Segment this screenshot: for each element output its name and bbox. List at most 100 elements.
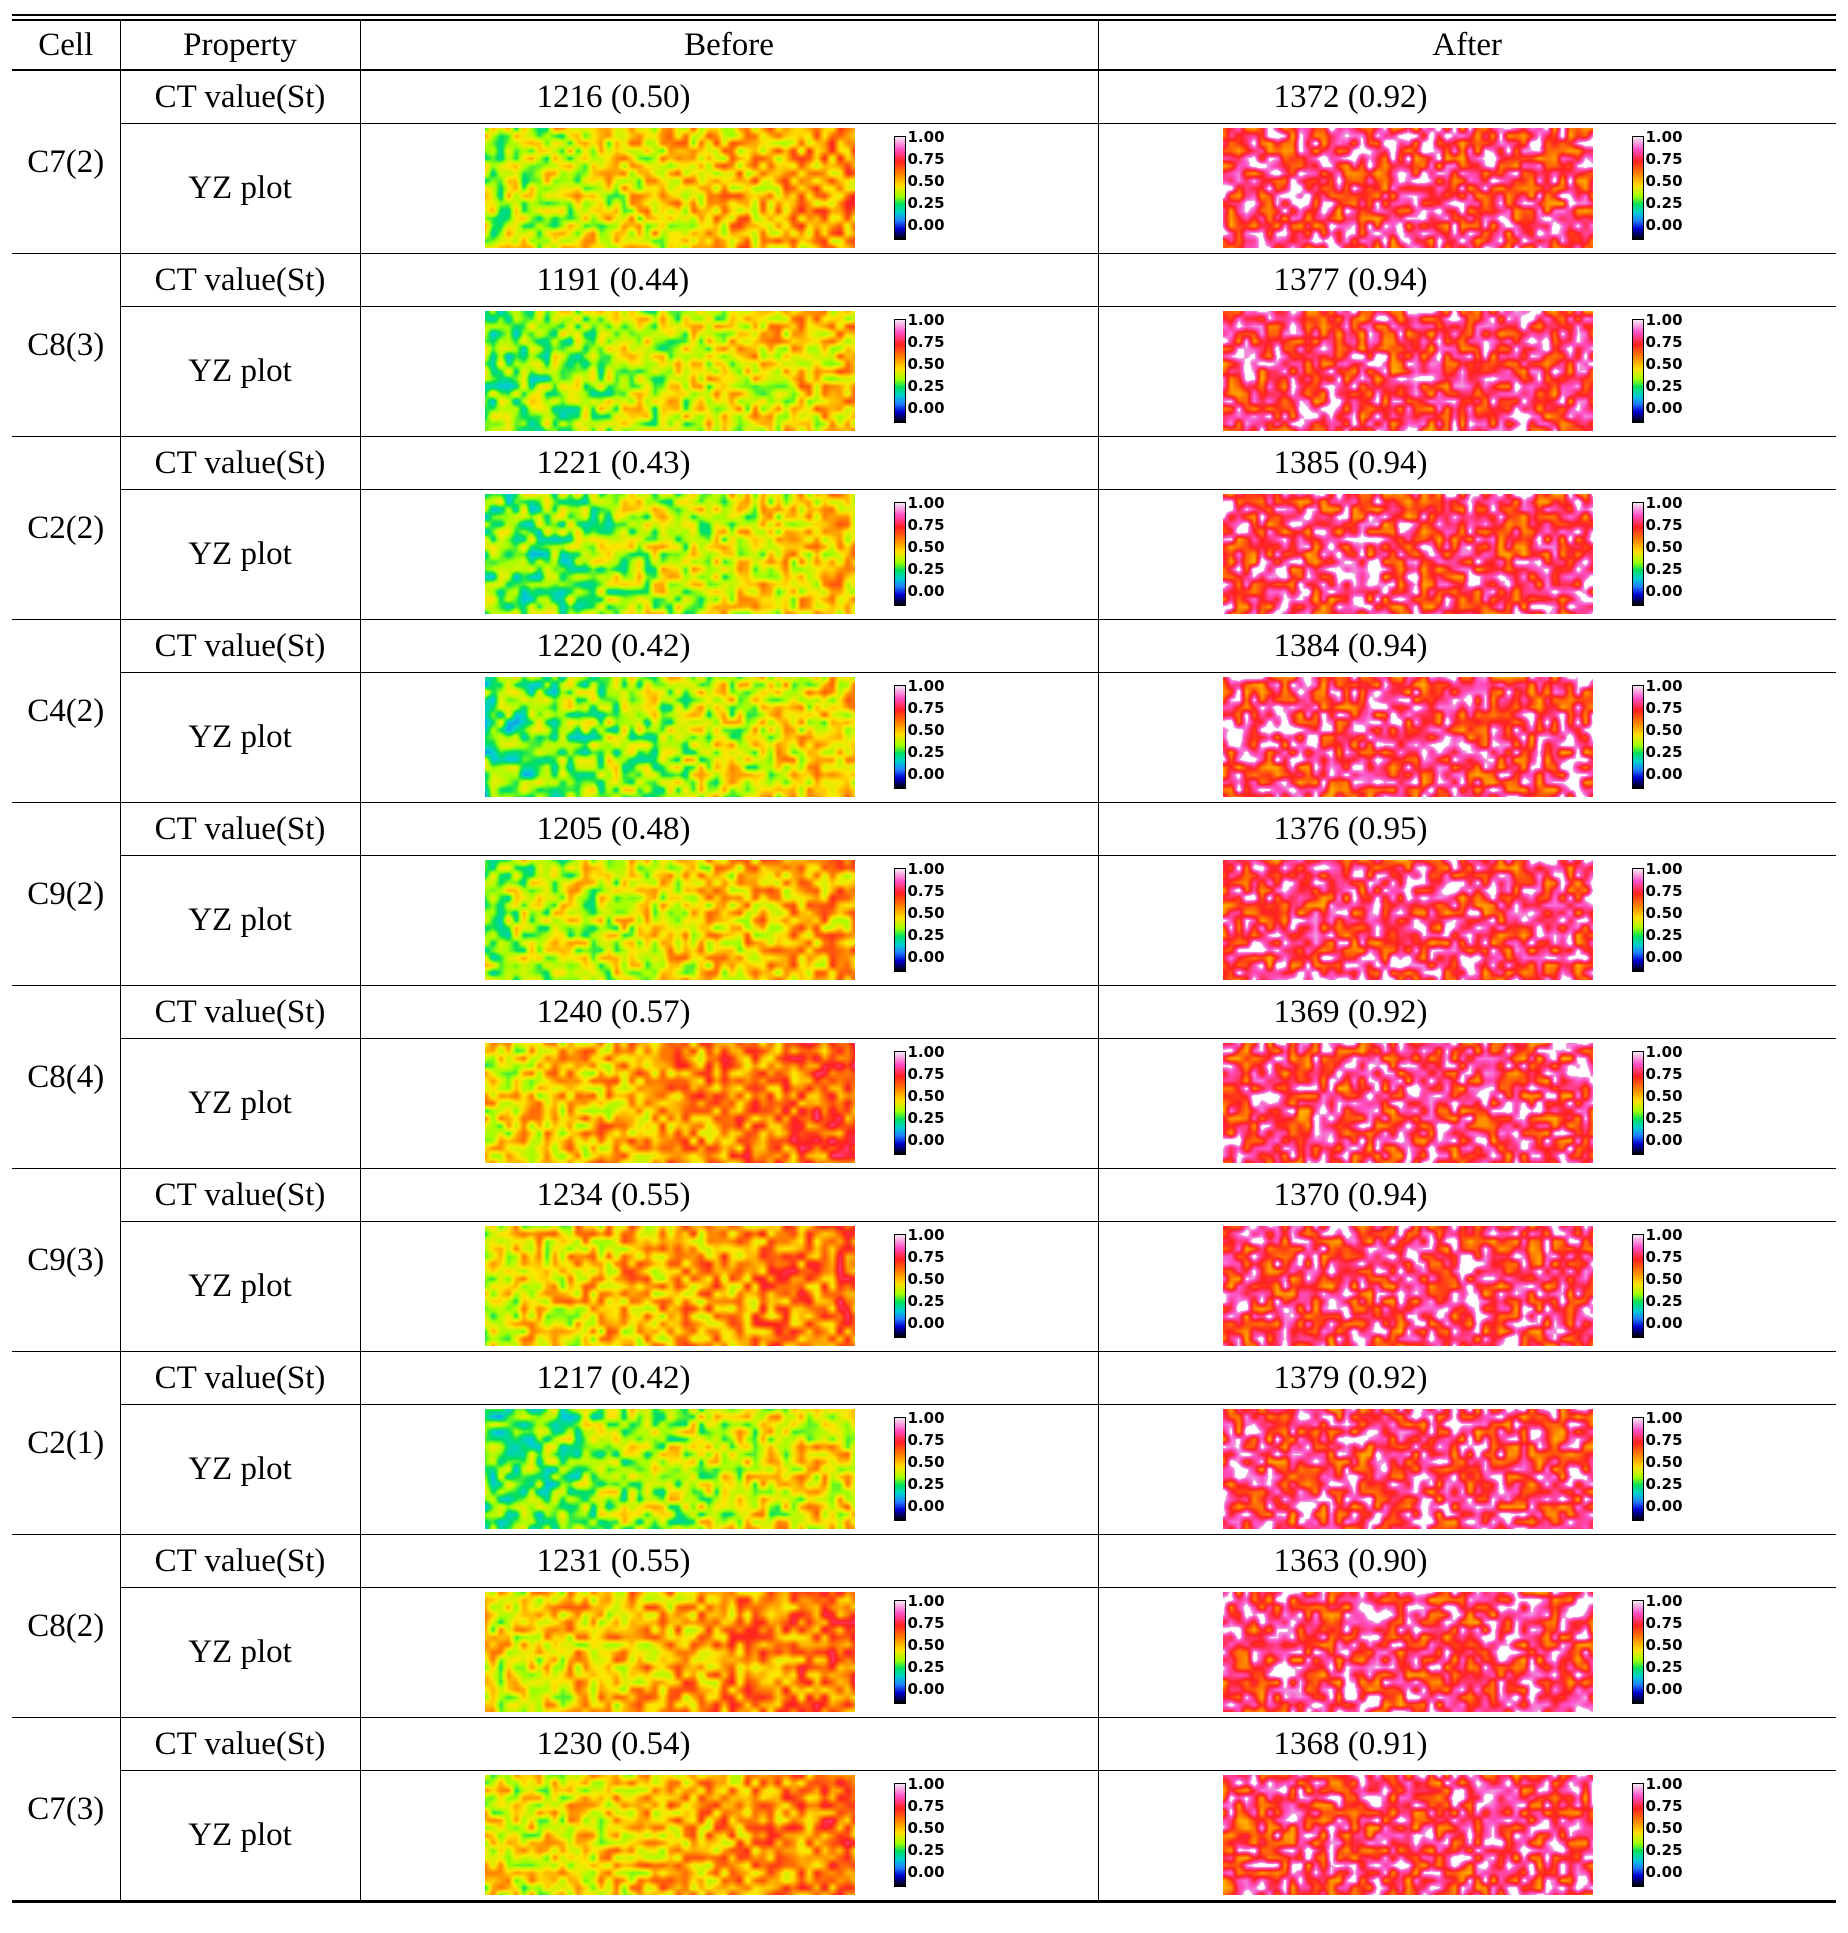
colorbar-tick-label: 0.75 — [907, 1614, 945, 1632]
colorbar-gradient — [1631, 1417, 1644, 1521]
before-yz-plot — [484, 1226, 855, 1346]
colorbar-tick-label: 0.25 — [1645, 377, 1683, 395]
colorbar-tick-label: 0.25 — [907, 1841, 945, 1859]
table-row: YZ plot 1.00 0.75 0.50 0.25 0.00 1.00 0.75 0.50 0… — [12, 672, 1836, 803]
before-ct-text: 1230 (0.54) — [536, 1725, 691, 1762]
before-yz-plot — [484, 311, 855, 431]
ct-results-table: Cell Property Before After C7(2) CT value… — [12, 19, 1836, 1901]
colorbar-gradient — [1631, 685, 1644, 789]
colorbar-tick-label: 1.00 — [1645, 311, 1683, 329]
property-ct-label: CT value(St) — [119, 1168, 361, 1222]
table-row: C8(3) CT value(St) 1191 (0.44) 1377 (0.94) — [12, 253, 1836, 437]
colorbar-tick-label: 0.00 — [907, 1314, 945, 1332]
colorbar-tick-label: 0.75 — [907, 882, 945, 900]
after-yz-plot — [1222, 494, 1593, 614]
colorbar-tick-label: 1.00 — [907, 1226, 945, 1244]
before-yz-plot — [484, 128, 855, 248]
before-colorbar: 1.00 0.75 0.50 0.25 0.00 — [893, 313, 974, 431]
colorbar-tick-label: 0.50 — [907, 1270, 945, 1288]
after-colorbar: 1.00 0.75 0.50 0.25 0.00 — [1631, 1411, 1712, 1529]
colorbar-tick-label: 0.25 — [1645, 560, 1683, 578]
after-yz-plot-cell: 1.00 0.75 0.50 0.25 0.00 — [1097, 1770, 1836, 1901]
cell-id: C2(1) — [12, 1351, 121, 1535]
before-ct-text: 1216 (0.50) — [536, 78, 691, 115]
colorbar-tick-label: 0.75 — [907, 516, 945, 534]
property-ct-label: CT value(St) — [119, 253, 361, 307]
colorbar-tick-label: 0.25 — [1645, 743, 1683, 761]
colorbar-tick-label: 0.00 — [1645, 1131, 1683, 1149]
before-yz-plot-cell: 1.00 0.75 0.50 0.25 0.00 — [359, 1038, 1099, 1169]
property-ct-label: CT value(St) — [119, 1534, 361, 1588]
colorbar-tick-label: 0.25 — [1645, 1658, 1683, 1676]
colorbar-gradient — [893, 685, 906, 789]
colorbar-tick-label: 0.25 — [907, 194, 945, 212]
table-row: YZ plot 1.00 0.75 0.50 0.25 0.00 1.00 0.75 0.50 0… — [12, 1404, 1836, 1535]
colorbar-tick-label: 0.00 — [1645, 1314, 1683, 1332]
after-yz-plot — [1222, 860, 1593, 980]
cell-id: C7(2) — [12, 69, 121, 254]
after-colorbar: 1.00 0.75 0.50 0.25 0.00 — [1631, 311, 1712, 431]
after-ct-text: 1385 (0.94) — [1273, 444, 1428, 481]
table-row: YZ plot 1.00 0.75 0.50 0.25 0.00 1.00 0.75 0.50 0… — [12, 1587, 1836, 1718]
cell-id: C2(2) — [12, 436, 121, 620]
before-yz-plot-cell: 1.00 0.75 0.50 0.25 0.00 — [359, 672, 1099, 803]
before-yz-plot-image — [484, 1043, 855, 1163]
after-yz-plot-image — [1222, 128, 1593, 248]
table-wrapper: Cell Property Before After C7(2) CT value… — [12, 14, 1836, 1903]
after-yz-plot-cell: 1.00 0.75 0.50 0.25 0.00 — [1097, 672, 1836, 803]
before-yz-plot-image — [484, 1592, 855, 1712]
after-colorbar: 1.00 0.75 0.50 0.25 0.00 — [1631, 1228, 1712, 1346]
after-yz-plot-image — [1222, 1409, 1593, 1529]
cell-id: C8(3) — [12, 253, 121, 437]
colorbar-gradient — [1631, 1783, 1644, 1887]
before-ct-value: 1216 (0.50) — [359, 69, 1099, 124]
before-ct-text: 1234 (0.55) — [536, 1176, 691, 1213]
after-yz-plot-cell: 1.00 0.75 0.50 0.25 0.00 — [1097, 1404, 1836, 1535]
property-yz-label: YZ plot — [120, 1221, 361, 1352]
property-yz-label: YZ plot — [120, 855, 361, 986]
table-row: C8(2) CT value(St) 1231 (0.55) 1363 (0.90) — [12, 1534, 1836, 1718]
colorbar-gradient — [893, 1600, 906, 1704]
table-row: C2(1) CT value(St) 1217 (0.42) 1379 (0.92) — [12, 1351, 1836, 1535]
before-ct-value: 1231 (0.55) — [359, 1534, 1099, 1588]
table-row: C9(2) CT value(St) 1205 (0.48) 1376 (0.95) — [12, 802, 1836, 986]
colorbar-gradient — [893, 868, 906, 972]
colorbar-tick-label: 0.25 — [1645, 1841, 1683, 1859]
after-ct-text: 1368 (0.91) — [1273, 1725, 1428, 1762]
colorbar-tick-label: 0.75 — [1645, 333, 1683, 351]
header-cell: Cell — [12, 19, 121, 71]
property-ct-label: CT value(St) — [119, 1717, 361, 1771]
colorbar-gradient — [1631, 1051, 1644, 1155]
after-yz-plot — [1222, 1043, 1593, 1163]
colorbar-tick-label: 1.00 — [907, 1409, 945, 1427]
colorbar-tick-label: 0.00 — [907, 948, 945, 966]
table-row: C9(3) CT value(St) 1234 (0.55) 1370 (0.94) — [12, 1168, 1836, 1352]
colorbar-tick-label: 1.00 — [907, 677, 945, 695]
after-yz-plot-image — [1222, 1043, 1593, 1163]
colorbar-tick-label: 0.25 — [907, 926, 945, 944]
colorbar-tick-label: 0.00 — [907, 1680, 945, 1698]
colorbar-tick-label: 0.75 — [1645, 1614, 1683, 1632]
colorbar-gradient — [893, 1051, 906, 1155]
before-colorbar: 1.00 0.75 0.50 0.25 0.00 — [893, 496, 974, 614]
before-colorbar: 1.00 0.75 0.50 0.25 0.00 — [893, 1226, 974, 1346]
after-yz-plot-cell: 1.00 0.75 0.50 0.25 0.00 — [1097, 123, 1836, 254]
colorbar-tick-label: 0.75 — [1645, 516, 1683, 534]
before-yz-plot-cell: 1.00 0.75 0.50 0.25 0.00 — [359, 489, 1099, 620]
colorbar-gradient — [1631, 868, 1644, 972]
before-yz-plot-cell: 1.00 0.75 0.50 0.25 0.00 — [359, 1587, 1099, 1718]
after-ct-value: 1385 (0.94) — [1097, 436, 1836, 490]
after-yz-plot-cell: 1.00 0.75 0.50 0.25 0.00 — [1097, 1587, 1836, 1718]
before-yz-plot-cell: 1.00 0.75 0.50 0.25 0.00 — [359, 1770, 1099, 1901]
before-ct-text: 1217 (0.42) — [536, 1359, 691, 1396]
property-ct-label: CT value(St) — [119, 69, 361, 124]
colorbar-tick-label: 0.50 — [1645, 1819, 1683, 1837]
before-yz-plot — [484, 1775, 855, 1895]
after-yz-plot — [1222, 128, 1593, 248]
colorbar-tick-label: 0.25 — [907, 560, 945, 578]
before-ct-value: 1191 (0.44) — [359, 253, 1099, 307]
after-colorbar: 1.00 0.75 0.50 0.25 0.00 — [1631, 862, 1712, 980]
colorbar-tick-label: 0.50 — [1645, 721, 1683, 739]
before-yz-plot — [484, 1592, 855, 1712]
colorbar-tick-label: 0.75 — [1645, 1065, 1683, 1083]
